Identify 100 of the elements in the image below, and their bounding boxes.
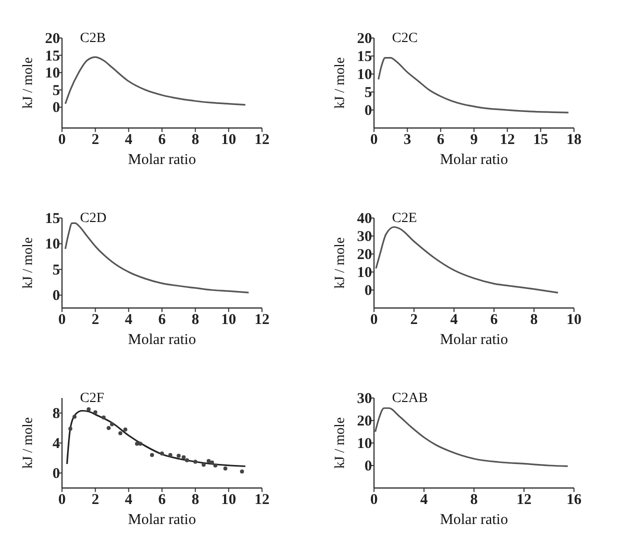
y-tick-label: 15 <box>45 211 60 227</box>
point <box>223 466 228 470</box>
x-tick-label: 8 <box>192 312 200 328</box>
point <box>168 453 172 457</box>
y-tick-label: 10 <box>357 436 372 452</box>
y-tick-label: 20 <box>357 31 372 47</box>
x-tick-label: 4 <box>450 312 458 328</box>
y-tick-label: 20 <box>357 247 372 263</box>
x-tick-label: 16 <box>566 492 582 508</box>
y-tick-label: 20 <box>45 31 60 47</box>
y-axis-title: kJ / mole <box>21 57 36 109</box>
y-tick-label: 0 <box>52 466 60 482</box>
x-tick-label: 10 <box>221 132 236 148</box>
y-tick-label: 5 <box>52 82 60 99</box>
point <box>213 464 218 468</box>
point <box>240 470 244 474</box>
point <box>110 422 114 426</box>
x-axis-title: Molar ratio <box>440 512 508 528</box>
x-tick-label: 2 <box>410 312 418 328</box>
point <box>210 460 214 464</box>
y-axis-title: kJ / mole <box>21 417 36 469</box>
chart-title: C2AB <box>392 391 428 406</box>
x-tick-label: 10 <box>566 312 582 328</box>
chart-title: C2D <box>80 211 106 226</box>
x-tick-label: 12 <box>254 492 270 508</box>
y-tick-label: 15 <box>357 49 372 65</box>
line-series <box>378 57 570 114</box>
point <box>93 410 98 414</box>
point <box>176 454 181 458</box>
point <box>135 442 139 446</box>
x-tick-label: 6 <box>490 312 498 328</box>
point <box>150 453 154 457</box>
y-axis-title: kJ / mole <box>333 417 348 469</box>
chart-title: C2E <box>392 211 417 226</box>
y-tick-label: 8 <box>52 406 60 422</box>
x-tick-label: 4 <box>124 132 133 148</box>
y-tick-label: 0 <box>52 288 60 304</box>
x-tick-label: 4 <box>420 492 428 508</box>
y-tick-label: 5 <box>52 262 60 278</box>
point <box>72 414 76 419</box>
point <box>86 407 91 412</box>
chart-title: C2C <box>392 31 418 46</box>
point <box>185 458 189 462</box>
y-tick-label: 15 <box>45 48 60 64</box>
point <box>123 428 128 432</box>
x-tick-label: 2 <box>92 492 100 508</box>
y-tick-label: 10 <box>45 236 60 253</box>
x-tick-label: 12 <box>254 132 270 148</box>
x-tick-label: 9 <box>470 132 478 148</box>
y-tick-label: 30 <box>357 391 372 407</box>
x-axis-title: Molar ratio <box>128 512 196 528</box>
x-tick-label: 3 <box>404 132 412 148</box>
x-tick-label: 6 <box>158 312 166 328</box>
y-tick-label: 20 <box>357 414 372 430</box>
y-tick-label: 0 <box>52 100 60 116</box>
x-axis-title: Molar ratio <box>440 332 508 348</box>
y-tick-label: 10 <box>357 67 372 83</box>
point <box>118 431 122 436</box>
y-tick-label: 0 <box>364 458 372 474</box>
x-axis-title: Molar ratio <box>440 152 508 168</box>
y-tick-label: 0 <box>364 283 372 299</box>
y-tick-label: 4 <box>52 436 60 452</box>
point <box>202 462 206 467</box>
x-tick-label: 10 <box>221 312 236 328</box>
point <box>160 452 164 456</box>
point <box>102 416 106 420</box>
y-tick-label: 5 <box>364 85 372 101</box>
line-series <box>64 56 246 106</box>
y-tick-label: 40 <box>357 211 372 227</box>
x-tick-label: 8 <box>530 312 538 328</box>
chart-title: C2B <box>80 31 106 46</box>
x-tick-label: 2 <box>92 132 100 148</box>
x-tick-label: 12 <box>516 492 532 508</box>
x-axis-title: Molar ratio <box>128 332 196 348</box>
line-series <box>375 226 559 294</box>
x-tick-label: 4 <box>124 492 133 508</box>
point <box>193 460 198 464</box>
y-tick-label: 30 <box>357 229 372 245</box>
point <box>106 426 111 430</box>
line-series <box>374 407 569 467</box>
line-series <box>64 222 250 294</box>
x-tick-label: 12 <box>254 312 270 328</box>
x-tick-label: 8 <box>192 132 200 148</box>
x-tick-label: 6 <box>158 492 166 508</box>
y-axis-title: kJ / mole <box>333 57 348 109</box>
x-tick-label: 10 <box>221 492 236 508</box>
x-tick-label: 4 <box>124 312 133 328</box>
x-tick-label: 8 <box>470 492 478 508</box>
x-tick-label: 6 <box>158 132 166 148</box>
x-tick-label: 12 <box>500 132 515 148</box>
y-axis-title: kJ / mole <box>21 237 36 289</box>
x-tick-label: 6 <box>436 132 445 148</box>
x-tick-label: 2 <box>92 312 100 328</box>
y-tick-label: 0 <box>364 103 372 119</box>
x-tick-label: 8 <box>192 492 200 508</box>
point <box>182 455 186 460</box>
y-axis-title: kJ / mole <box>333 237 348 289</box>
point <box>138 442 142 446</box>
point <box>68 426 72 431</box>
point <box>206 459 211 463</box>
